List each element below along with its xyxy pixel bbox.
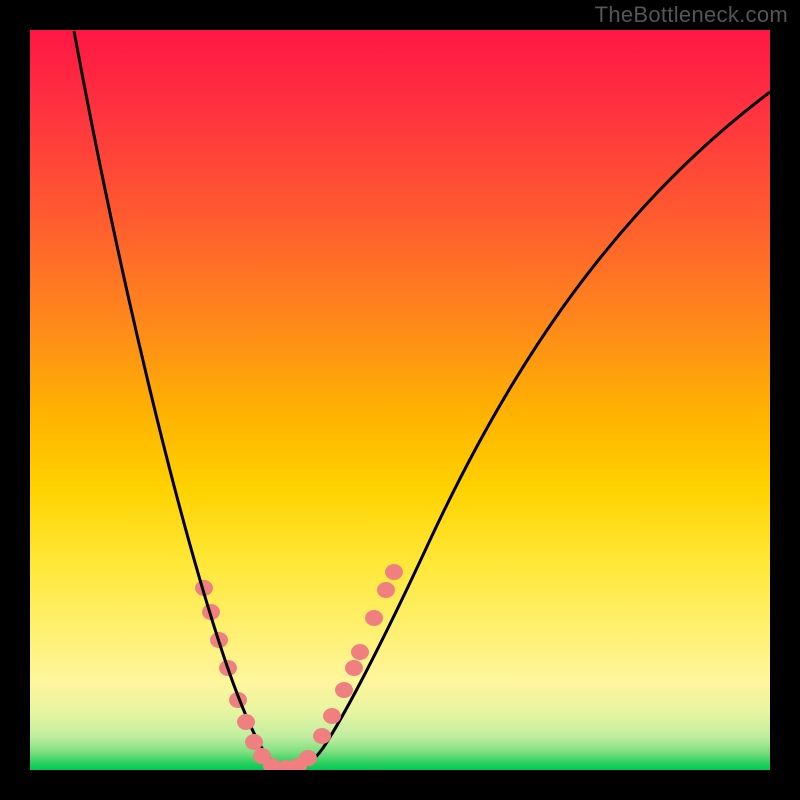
chart-container: TheBottleneck.com xyxy=(0,0,800,800)
marker-point xyxy=(377,582,395,598)
gradient-background xyxy=(30,30,770,770)
marker-point xyxy=(299,750,317,766)
marker-point xyxy=(245,734,263,750)
marker-point xyxy=(335,682,353,698)
marker-point xyxy=(345,660,363,676)
bottleneck-chart xyxy=(0,0,800,800)
marker-point xyxy=(323,708,341,724)
marker-point xyxy=(237,714,255,730)
marker-point xyxy=(351,644,369,660)
marker-point xyxy=(365,610,383,626)
marker-point xyxy=(385,564,403,580)
watermark-text: TheBottleneck.com xyxy=(595,2,788,28)
marker-point xyxy=(313,728,331,744)
